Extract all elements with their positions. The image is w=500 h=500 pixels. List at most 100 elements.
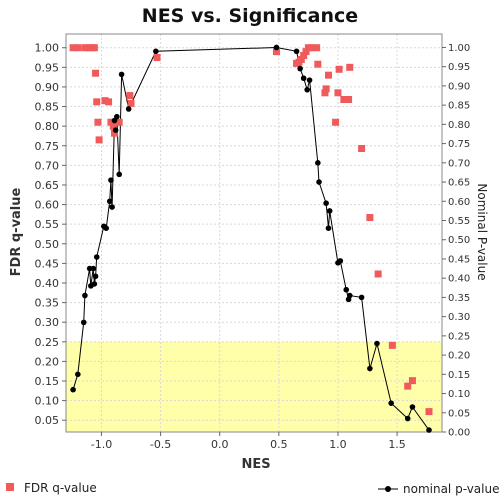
- fdr-point: [115, 118, 123, 126]
- fdr-point: [297, 55, 305, 63]
- pval-point: [90, 265, 96, 272]
- plot-border: [65, 33, 443, 433]
- fdr-point: [302, 48, 310, 56]
- legend-pval-marker: [385, 486, 391, 492]
- fdr-point: [335, 65, 343, 73]
- fdr-point: [101, 97, 109, 105]
- legend-fdr-label: FDR q-value: [24, 481, 97, 495]
- fdr-point: [304, 44, 312, 52]
- pval-point: [75, 371, 81, 378]
- pval-point: [70, 386, 76, 393]
- pval-point: [108, 177, 114, 183]
- pval-point: [358, 294, 365, 301]
- pval-point: [306, 77, 313, 83]
- y-axis-label: FDR q-value: [9, 187, 24, 276]
- y2-tick-label: 0.55: [448, 216, 470, 227]
- fdr-point: [404, 382, 412, 390]
- x-tick-label: 1.5: [388, 438, 406, 451]
- chart-title: NES vs. Significance: [142, 5, 358, 27]
- pval-point: [300, 75, 307, 82]
- pval-point: [374, 340, 380, 347]
- y2-tick-label: 0.40: [448, 274, 470, 285]
- pval-point: [273, 44, 280, 51]
- pval-point: [293, 48, 300, 55]
- y2-tick-label: 0.90: [448, 81, 470, 92]
- y2-tick-label: 0.30: [448, 312, 470, 323]
- y2-tick-label: 0.85: [448, 101, 470, 112]
- fdr-point: [127, 99, 135, 107]
- fdr-point: [358, 144, 366, 152]
- pval-point: [337, 258, 344, 264]
- y-tick-label: 0.30: [35, 316, 60, 329]
- y2-tick-label: 0.75: [448, 139, 470, 150]
- fdr-point: [74, 44, 82, 52]
- fdr-point: [153, 54, 161, 62]
- y-tick-label: 0.65: [35, 179, 60, 192]
- fdr-point: [340, 95, 348, 103]
- pval-point: [326, 208, 333, 214]
- fdr-point: [95, 136, 103, 144]
- pval-point: [315, 160, 321, 166]
- y-tick-label: 0.70: [35, 159, 60, 172]
- y2-tick-label: 0.80: [448, 120, 470, 131]
- y2-tick-label: 0.15: [448, 370, 470, 381]
- pval-point: [106, 198, 113, 205]
- fdr-point: [308, 44, 316, 52]
- fdr-point: [345, 95, 353, 103]
- pval-point: [92, 273, 99, 280]
- fdr-point: [324, 71, 332, 79]
- fdr-point: [92, 69, 100, 77]
- pval-point: [112, 127, 119, 133]
- y-tick-label: 0.35: [35, 297, 60, 310]
- significance-band: [66, 341, 442, 432]
- y2-tick-label: 0.25: [448, 331, 470, 342]
- pval-point: [153, 48, 159, 55]
- pval-point: [346, 292, 353, 299]
- legend-fdr-marker: [6, 483, 14, 491]
- legend-pval-label: nominal p-value: [403, 482, 499, 496]
- y-tick-label: 0.90: [35, 81, 60, 94]
- fdr-point: [300, 52, 308, 60]
- pval-point: [388, 400, 394, 406]
- fdr-point: [110, 129, 118, 137]
- fdr-point: [69, 44, 77, 52]
- pval-series: [70, 44, 432, 433]
- x-tick-label: 0.0: [211, 438, 229, 451]
- fdr-point: [346, 63, 354, 71]
- y-tick-label: 0.10: [35, 395, 60, 408]
- pval-point: [343, 286, 350, 293]
- fdr-point: [105, 98, 113, 106]
- fdr-point: [366, 214, 374, 222]
- axes: -1.0 -0.5 0.0 0.5 1.0 1.5 0.05 0.10 0.15 0.20 0.25…: [35, 33, 470, 451]
- y-tick-label: 0.50: [35, 238, 60, 251]
- y2-tick-label: 1.00: [448, 43, 470, 54]
- fdr-point: [334, 89, 342, 97]
- fdr-point: [332, 118, 340, 126]
- legend: FDR q-value nominal p-value: [6, 481, 499, 496]
- y2-tick-label: 0.95: [448, 62, 470, 73]
- pval-point: [323, 200, 329, 206]
- fdr-point: [90, 44, 98, 52]
- y2-tick-label: 0.05: [448, 408, 470, 419]
- fdr-point: [84, 44, 92, 52]
- pval-point: [93, 254, 100, 260]
- fdr-point: [272, 48, 280, 56]
- y2-tick-label: 0.45: [448, 254, 470, 265]
- x-tick-label: -1.0: [91, 438, 112, 451]
- y2-tick-label: 0.20: [448, 351, 470, 362]
- y-tick-label: 1.00: [35, 42, 60, 55]
- fdr-point: [425, 408, 433, 416]
- pval-point: [409, 404, 416, 410]
- y2-tick-label: 0.60: [448, 197, 470, 208]
- y-tick-label: 0.20: [35, 355, 60, 368]
- y2-tick-label: 0.00: [448, 428, 470, 439]
- fdr-point: [126, 92, 134, 100]
- y2-tick-label: 0.65: [448, 178, 470, 189]
- pval-point: [125, 106, 132, 112]
- x-tick-label: 1.0: [329, 438, 347, 451]
- y2-tick-label: 0.70: [448, 158, 470, 169]
- fdr-point: [374, 270, 382, 278]
- y-tick-label: 0.60: [35, 199, 60, 212]
- pval-point: [114, 113, 120, 120]
- fdr-point: [81, 44, 89, 52]
